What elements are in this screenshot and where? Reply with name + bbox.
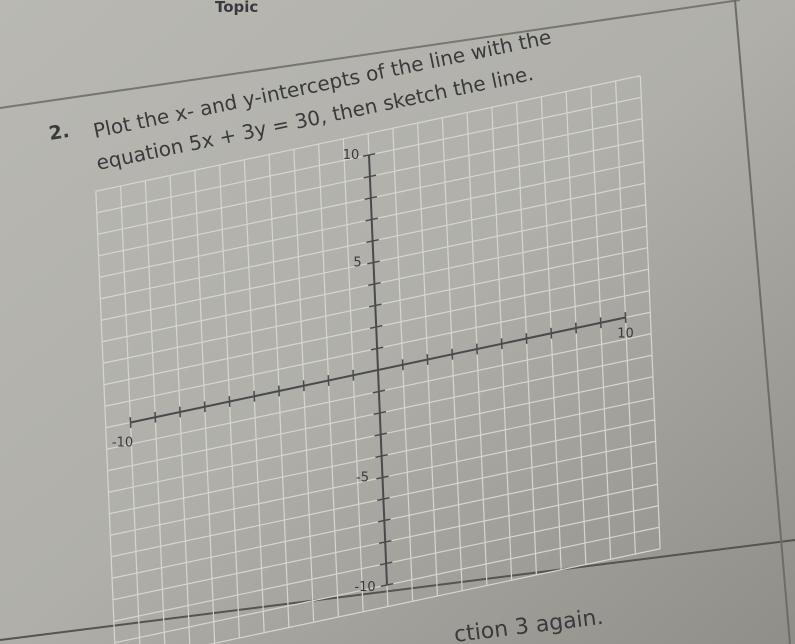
tick <box>367 260 380 265</box>
tick <box>364 195 378 201</box>
coordinate-grid: 10 5 -5 -10 -10 10 <box>95 75 661 644</box>
border-line <box>734 0 791 644</box>
tick <box>373 410 387 416</box>
tick <box>374 432 388 437</box>
tick <box>378 539 392 545</box>
tick <box>377 496 390 502</box>
rule-line <box>0 0 741 109</box>
problem-number: 2. <box>47 120 71 145</box>
tick <box>368 303 382 308</box>
tick <box>362 152 376 158</box>
tick <box>365 217 379 222</box>
header-title: Topic <box>215 0 258 16</box>
tick <box>366 238 379 244</box>
tick <box>369 324 383 330</box>
axis-label: -5 <box>356 471 369 486</box>
tick <box>376 475 389 480</box>
tick <box>368 281 381 287</box>
tick <box>380 582 394 588</box>
axis-label: 5 <box>353 256 361 271</box>
tick <box>375 453 388 459</box>
tick <box>370 346 384 351</box>
axis-label: 10 <box>343 148 360 163</box>
rule-line <box>0 539 795 641</box>
grid-line <box>208 548 661 644</box>
tick <box>377 518 391 523</box>
axis-label: -10 <box>112 436 133 451</box>
axis-label: 10 <box>617 327 634 342</box>
grid-line <box>639 75 661 549</box>
axis-label: -10 <box>354 580 375 595</box>
y-axis <box>368 154 388 586</box>
grid-line <box>95 75 641 192</box>
tick <box>363 174 377 179</box>
tick <box>372 389 386 394</box>
tick <box>379 561 393 566</box>
